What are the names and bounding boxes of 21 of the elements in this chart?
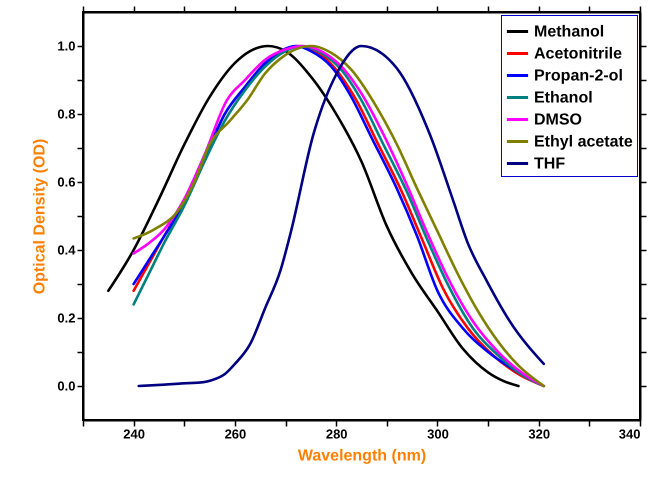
legend-label: Ethanol bbox=[534, 90, 593, 106]
legend-label: Acetonitrile bbox=[534, 46, 622, 62]
y-tick-label: 0.6 bbox=[57, 174, 76, 190]
x-tick-label: 340 bbox=[618, 426, 640, 442]
y-tick-label: 0.8 bbox=[57, 106, 76, 122]
x-tick-label: 260 bbox=[224, 426, 246, 442]
y-axis-title: Optical Density (OD) bbox=[31, 138, 48, 294]
legend-label: Propan-2-ol bbox=[534, 68, 623, 84]
legend-label: Methanol bbox=[534, 24, 604, 40]
y-tick-label: 1.0 bbox=[57, 38, 76, 54]
y-tick-label: 0.0 bbox=[57, 378, 76, 394]
x-axis-title: Wavelength (nm) bbox=[298, 448, 426, 464]
x-tick-label: 280 bbox=[326, 426, 348, 442]
x-tick-label: 240 bbox=[123, 426, 145, 442]
y-tick-label: 0.2 bbox=[57, 310, 76, 326]
legend-label: Ethyl acetate bbox=[534, 134, 633, 150]
legend-label: DMSO bbox=[534, 112, 582, 128]
x-tick-label: 300 bbox=[427, 426, 449, 442]
y-tick-label: 0.4 bbox=[57, 242, 76, 258]
x-tick-label: 320 bbox=[528, 426, 550, 442]
legend-label: THF bbox=[534, 156, 566, 172]
